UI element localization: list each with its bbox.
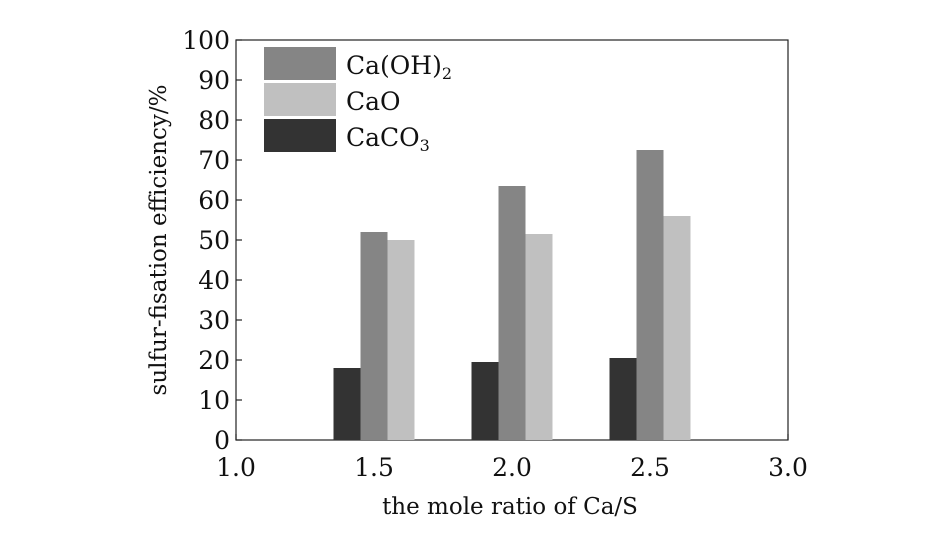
y-axis: 0 10 20 30 40 50 60 70 80 90 100 <box>182 26 242 455</box>
legend-label: Ca(OH)2 <box>346 51 452 83</box>
y-tick-label: 60 <box>198 186 230 215</box>
x-tick-label: 1.5 <box>354 453 394 482</box>
x-tick-label: 2.5 <box>630 453 670 482</box>
y-tick-label: 0 <box>214 426 230 455</box>
y-tick-label: 50 <box>198 226 230 255</box>
bar-cao-1.5 <box>387 240 415 440</box>
bar-cao-2.5 <box>663 216 691 440</box>
x-axis-label: the mole ratio of Ca/S <box>382 494 638 520</box>
x-tick-label: 3.0 <box>768 453 808 482</box>
y-tick-label: 70 <box>198 146 230 175</box>
legend-swatch <box>264 47 336 80</box>
bar-caco3-2.5 <box>609 358 637 440</box>
bar-caco3-2 <box>471 362 499 440</box>
legend: Ca(OH)2 CaO CaCO3 <box>264 47 452 155</box>
y-tick-label: 90 <box>198 66 230 95</box>
legend-swatch <box>264 119 336 152</box>
y-tick-label: 80 <box>198 106 230 135</box>
bar-ca-oh-2-1.5 <box>360 232 388 440</box>
y-axis-label: sulfur-fisation efficiency/% <box>146 85 172 396</box>
y-tick-label: 100 <box>182 26 230 55</box>
bar-cao-2 <box>525 234 553 440</box>
legend-label: CaCO3 <box>346 123 430 155</box>
bar-ca-oh-2-2 <box>498 186 526 440</box>
bars <box>333 150 691 440</box>
legend-swatch <box>264 83 336 116</box>
x-axis: 1.0 1.5 2.0 2.5 3.0 <box>216 434 808 482</box>
bar-caco3-1.5 <box>333 368 361 440</box>
x-tick-label: 1.0 <box>216 453 256 482</box>
y-tick-label: 30 <box>198 306 230 335</box>
y-tick-label: 40 <box>198 266 230 295</box>
x-tick-label: 2.0 <box>492 453 532 482</box>
y-tick-label: 10 <box>198 386 230 415</box>
bar-ca-oh-2-2.5 <box>636 150 664 440</box>
y-tick-label: 20 <box>198 346 230 375</box>
legend-label: CaO <box>346 87 401 116</box>
